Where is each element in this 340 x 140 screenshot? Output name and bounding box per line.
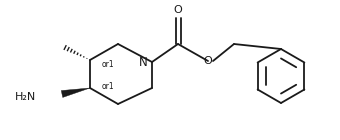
Text: N: N [139, 55, 147, 68]
Text: or1: or1 [102, 60, 115, 68]
Text: H₂N: H₂N [15, 92, 36, 102]
Text: or1: or1 [102, 81, 115, 90]
Text: O: O [174, 5, 182, 15]
Text: O: O [204, 56, 212, 66]
Polygon shape [61, 88, 90, 97]
